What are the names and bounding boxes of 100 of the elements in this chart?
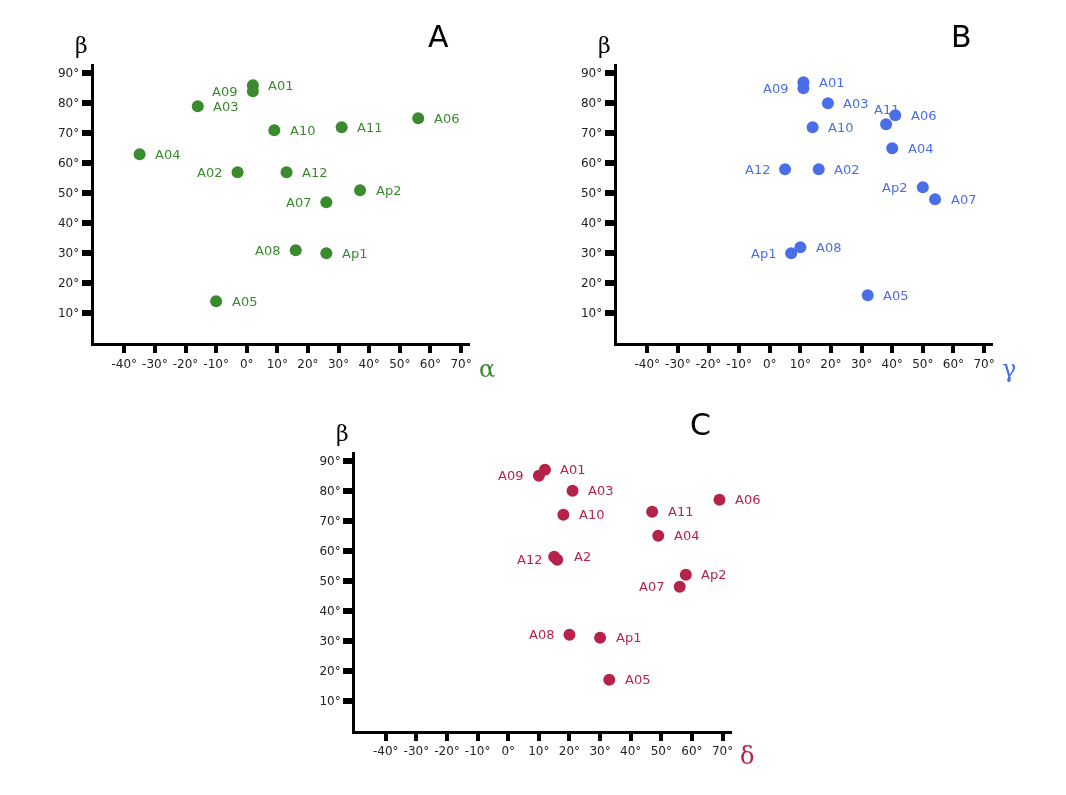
point [191,100,204,113]
point [886,142,899,155]
annotation: A03 [843,96,869,111]
y-tick-label: 90° [581,66,603,81]
y-axis-title: β [75,33,88,58]
annotation: A12 [517,552,543,567]
point [779,163,792,176]
y-tick-label: 10° [319,693,341,708]
x-tick-label: 0° [501,744,516,759]
x-tick-label: 60° [681,744,703,759]
y-tick-label: 80° [58,96,80,111]
x-tick-label: -40° [111,356,138,371]
x-tick-label: 30° [850,356,873,371]
point [679,568,692,581]
x-tick-label: -30° [665,356,691,371]
annotation: Ap2 [882,180,908,195]
annotation: A10 [290,123,316,138]
annotation: A2 [574,549,592,564]
x-tick-label: 10° [528,744,550,759]
point [646,505,659,518]
x-tick-label: 50° [912,356,934,371]
y-tick-label: 80° [319,483,341,498]
annotation: A12 [302,165,328,180]
point [231,166,244,179]
x-tick-label: 40° [358,356,380,371]
y-tick-label: 30° [319,633,341,648]
y-tick-label: 20° [319,663,341,678]
point [794,241,807,254]
y-tick-label: 10° [581,306,603,321]
point [861,289,874,302]
point [713,493,726,506]
x-tick-label: 0° [762,356,777,371]
point [806,121,819,134]
x-tick-label: 60° [942,356,965,371]
x-tick-label: -20° [695,356,722,371]
x-axis-title: α [479,355,496,383]
point [557,508,570,521]
annotation: A01 [268,78,294,93]
point [594,631,607,644]
y-tick-label: 70° [58,126,80,141]
point [210,295,223,308]
annotation: A02 [834,162,860,177]
y-tick-label: 80° [581,96,603,111]
annotation: A09 [212,84,238,99]
point [335,121,348,134]
chart-title: C [690,407,711,442]
annotation: A09 [763,81,789,96]
annotation: A07 [951,192,977,207]
annotation: A08 [255,243,281,258]
point [289,244,302,257]
x-tick-label: -10° [726,356,752,371]
x-tick-label: 0° [239,356,254,371]
point [566,484,579,497]
y-tick-label: 60° [581,156,603,171]
x-tick-label: 50° [389,356,411,371]
annotation: A06 [735,492,761,507]
y-tick-label: 40° [319,603,341,618]
annotation: A10 [579,507,605,522]
x-axis-title: δ [740,742,755,770]
y-tick-label: 40° [581,216,603,231]
x-tick-label: -20° [172,356,199,371]
y-tick-label: 70° [319,513,341,528]
y-tick-label: 50° [319,573,341,588]
y-tick-label: 70° [581,126,603,141]
point [821,97,834,110]
annotation: A05 [883,288,909,303]
x-tick-label: 70° [973,356,995,371]
point [673,580,686,593]
annotation: A04 [674,528,700,543]
x-tick-label: 10° [266,356,289,371]
point [268,124,281,137]
chart-title: B [951,19,972,54]
annotation: A03 [588,483,614,498]
x-tick-label: 40° [881,356,903,371]
chart-title: A [428,19,449,54]
annotation: Ap2 [376,183,402,198]
annotation: A06 [911,108,937,123]
annotation: A02 [197,165,223,180]
annotation: A07 [286,195,312,210]
x-tick-label: 20° [297,356,319,371]
x-tick-label: -20° [434,744,460,759]
annotation: A08 [529,627,555,642]
y-tick-label: 50° [581,186,603,201]
annotation: A11 [357,120,383,135]
annotation: A01 [560,462,586,477]
point [603,673,616,686]
y-tick-label: 10° [58,306,80,321]
y-tick-label: 90° [319,453,341,468]
annotation: Ap1 [616,630,642,645]
x-tick-label: -40° [372,744,399,759]
annotation: A08 [816,240,842,255]
annotation: A05 [625,672,651,687]
x-tick-label: -10° [464,744,491,759]
x-tick-label: -10° [203,356,229,371]
annotation: A09 [498,468,524,483]
point [652,529,665,542]
point [929,193,942,206]
x-tick-label: 20° [558,744,581,759]
annotation: A04 [155,147,181,162]
annotation: A05 [232,294,258,309]
